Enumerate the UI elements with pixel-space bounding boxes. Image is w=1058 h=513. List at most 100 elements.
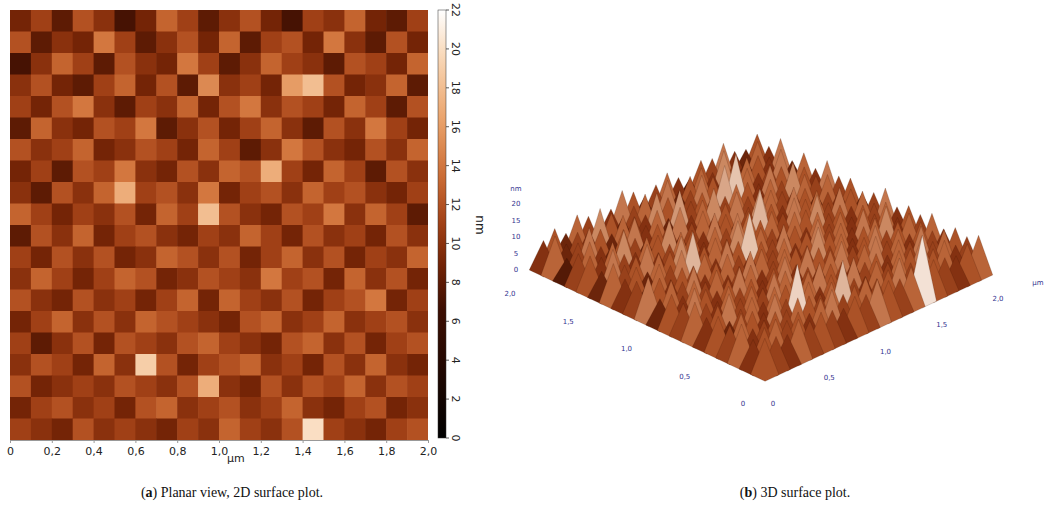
- heatmap-cell: [240, 204, 262, 226]
- heatmap-cell: [52, 75, 74, 97]
- heatmap-cell: [94, 75, 116, 97]
- tick-label: 1,0: [621, 345, 632, 353]
- heatmap-cell: [31, 268, 53, 290]
- heatmap-cell: [386, 161, 408, 183]
- heatmap-cell: [344, 333, 366, 355]
- heatmap-cell: [52, 10, 74, 32]
- heatmap-cell: [94, 333, 116, 355]
- heatmap-cell: [344, 225, 366, 247]
- heatmap-cell: [94, 247, 116, 269]
- heatmap-cell: [344, 419, 366, 441]
- heatmap-cell: [156, 311, 178, 333]
- heatmap-cell: [135, 182, 157, 204]
- heatmap-cell: [10, 182, 32, 204]
- heatmap-cell: [52, 397, 74, 419]
- heatmap-cell: [240, 268, 262, 290]
- heatmap-cell: [324, 182, 346, 204]
- heatmap-cell: [198, 247, 220, 269]
- tick-label: 0: [514, 266, 518, 274]
- heatmap-cell: [73, 139, 95, 161]
- heatmap-cell: [115, 311, 137, 333]
- heatmap-cell: [52, 290, 74, 312]
- heatmap-cell: [386, 311, 408, 333]
- heatmap-cell: [219, 354, 241, 376]
- heatmap-cell: [261, 333, 283, 355]
- tick-label: 0,5: [824, 374, 835, 382]
- tick-label: 0: [7, 445, 14, 458]
- tick-label: 1,8: [378, 445, 396, 458]
- tick-label: 1,2: [253, 445, 271, 458]
- heatmap-cell: [365, 161, 387, 183]
- heatmap-cell: [73, 10, 95, 32]
- heatmap-cell: [324, 311, 346, 333]
- heatmap-cell: [240, 53, 262, 75]
- heatmap-cell: [324, 333, 346, 355]
- heatmap-cell: [386, 53, 408, 75]
- tick-label: 16: [449, 120, 462, 134]
- heatmap-cell: [73, 204, 95, 226]
- heatmap-cell: [219, 182, 241, 204]
- heatmap-cell: [344, 53, 366, 75]
- tick-mark: [94, 440, 95, 443]
- heatmap-cell: [10, 268, 32, 290]
- heatmap-cell: [365, 225, 387, 247]
- heatmap-cell: [156, 268, 178, 290]
- heatmap-cell: [282, 161, 304, 183]
- heatmap-cell: [10, 333, 32, 355]
- heatmap-cell: [303, 139, 325, 161]
- heatmap-cell: [52, 53, 74, 75]
- tick-mark: [446, 282, 449, 283]
- heatmap-cell: [240, 290, 262, 312]
- surface-3d: [529, 134, 992, 381]
- tick-label: 0: [741, 400, 745, 408]
- heatmap-cell: [261, 75, 283, 97]
- heatmap-cell: [386, 333, 408, 355]
- heatmap-cell: [365, 397, 387, 419]
- heatmap-cell: [303, 225, 325, 247]
- heatmap-cell: [31, 333, 53, 355]
- heatmap-cell: [73, 354, 95, 376]
- heatmap-cell: [386, 10, 408, 32]
- heatmap-cell: [240, 96, 262, 118]
- heatmap-cell: [94, 354, 116, 376]
- heatmap-cell: [282, 354, 304, 376]
- heatmap-cell: [94, 161, 116, 183]
- heatmap-cell: [219, 419, 241, 441]
- heatmap-cell: [261, 311, 283, 333]
- heatmap-cell: [303, 118, 325, 140]
- heatmap-cell: [135, 354, 157, 376]
- heatmap-cell: [198, 182, 220, 204]
- tick-label: 2: [449, 396, 462, 403]
- heatmap-cell: [324, 96, 346, 118]
- heatmap-cell: [407, 96, 428, 118]
- tick-mark: [386, 440, 387, 443]
- heatmap-cell: [31, 397, 53, 419]
- tick-label: 0,4: [85, 445, 103, 458]
- heatmap-cell: [73, 397, 95, 419]
- heatmap-cell: [407, 10, 428, 32]
- heatmap-cell: [156, 376, 178, 398]
- heatmap-cell: [31, 376, 53, 398]
- heatmap-cell: [386, 139, 408, 161]
- heatmap-cell: [365, 290, 387, 312]
- tick-label: 1,5: [563, 318, 574, 326]
- heatmap-cell: [303, 53, 325, 75]
- heatmap-cell: [177, 96, 199, 118]
- tick-mark: [219, 440, 220, 443]
- heatmap-cell: [407, 75, 428, 97]
- heatmap-cell: [219, 311, 241, 333]
- heatmap-cell: [115, 75, 137, 97]
- heatmap-cell: [177, 376, 199, 398]
- heatmap-cell: [31, 161, 53, 183]
- heatmap-cell: [344, 139, 366, 161]
- heatmap-cell: [198, 311, 220, 333]
- heatmap-cell: [344, 96, 366, 118]
- heatmap-cell: [115, 247, 137, 269]
- caption: (b) 3D surface plot.: [740, 485, 850, 501]
- heatmap-cell: [177, 139, 199, 161]
- heatmap-cell: [177, 53, 199, 75]
- heatmap-cell: [303, 354, 325, 376]
- heatmap-cell: [365, 311, 387, 333]
- heatmap-cell: [115, 204, 137, 226]
- heatmap-cell: [282, 247, 304, 269]
